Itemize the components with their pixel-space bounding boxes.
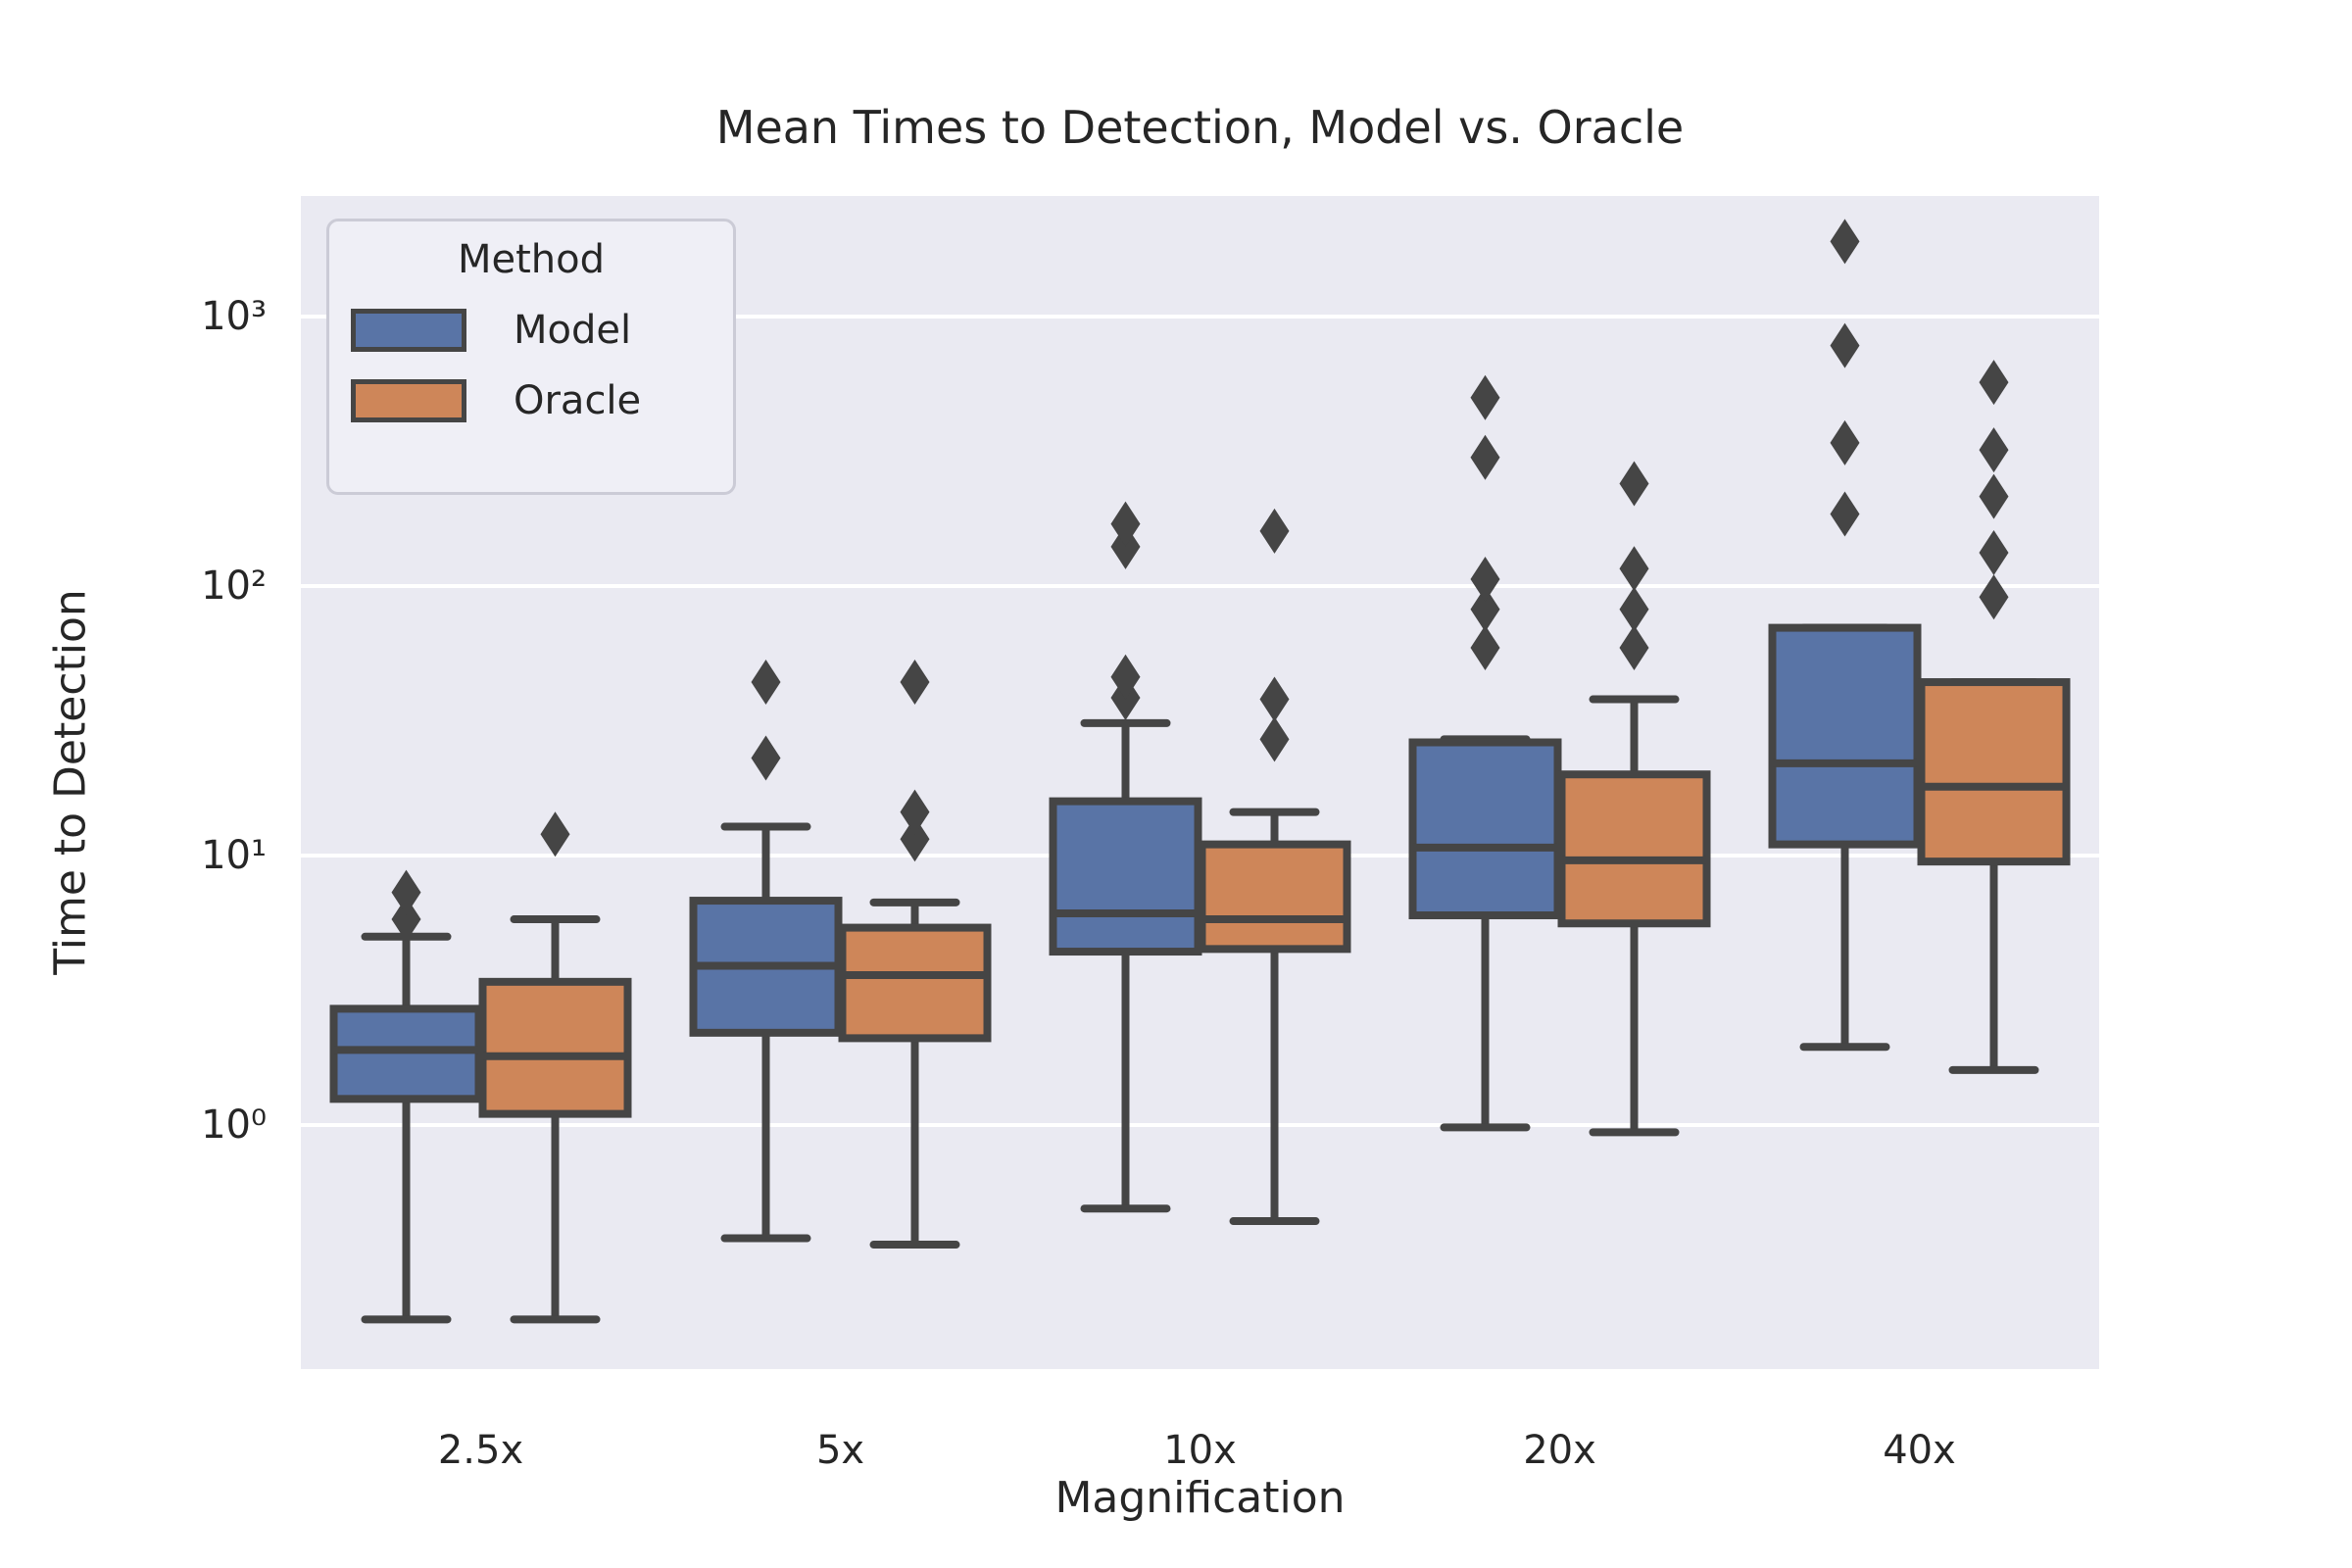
- iqr-box: [329, 1004, 483, 1103]
- legend-title: Method: [457, 237, 606, 282]
- outlier-diamond: [1830, 219, 1860, 265]
- outlier-diamond: [1110, 654, 1141, 700]
- outlier-diamond: [1979, 473, 2009, 519]
- y-tick-10: 10¹: [201, 833, 267, 878]
- x-axis-label: Magnification: [1054, 1473, 1346, 1523]
- y-tick-1000: 10³: [201, 294, 267, 339]
- legend: Method Model Oracle: [326, 219, 736, 495]
- outlier-diamond: [1830, 491, 1860, 537]
- iqr-box: [1049, 797, 1202, 956]
- outlier-diamond: [1830, 322, 1860, 368]
- outlier-diamond: [1979, 529, 2009, 575]
- y-tick-1: 10⁰: [201, 1102, 267, 1148]
- outlier-diamond: [751, 660, 781, 706]
- iqr-box: [1768, 623, 1922, 849]
- outlier-diamond: [1979, 574, 2009, 620]
- outlier-diamond: [1619, 625, 1649, 671]
- x-tick-5x: 5x: [815, 1428, 865, 1473]
- boxplot-oracle-2.5x: [478, 811, 632, 1324]
- boxplot-model-2.5x: [329, 869, 483, 1324]
- boxplot-oracle-5x: [838, 660, 992, 1250]
- outlier-diamond: [900, 789, 930, 835]
- outlier-diamond: [391, 897, 421, 943]
- outlier-diamond: [540, 811, 570, 858]
- chart-title: Mean Times to Detection, Model vs. Oracl…: [715, 101, 1685, 154]
- outlier-diamond: [1619, 586, 1649, 632]
- boxplot-oracle-10x: [1198, 508, 1351, 1226]
- outlier-diamond: [391, 869, 421, 915]
- outlier-diamond: [751, 735, 781, 781]
- x-tick-10x: 10x: [1163, 1428, 1237, 1473]
- boxplot-oracle-20x: [1557, 461, 1711, 1137]
- y-axis-label: Time to Detection: [45, 589, 96, 975]
- outlier-diamond: [1470, 434, 1500, 480]
- outlier-diamond: [1259, 508, 1290, 554]
- y-tick-100: 10²: [201, 564, 267, 609]
- iqr-box: [1198, 840, 1351, 954]
- outlier-diamond: [1470, 625, 1500, 671]
- outlier-diamond: [1619, 461, 1649, 507]
- outlier-diamond: [1979, 427, 2009, 473]
- legend-entry-model: Model: [351, 308, 733, 353]
- outlier-diamond: [1470, 586, 1500, 632]
- outlier-diamond: [1979, 360, 2009, 406]
- legend-entry-oracle: Oracle: [351, 378, 733, 423]
- boxplot-model-10x: [1049, 501, 1202, 1213]
- boxplot-model-5x: [689, 660, 843, 1243]
- iqr-box: [1917, 678, 2071, 866]
- oracle-color-swatch: [351, 379, 466, 422]
- outlier-diamond: [1470, 374, 1500, 420]
- boxplot-oracle-40x: [1917, 360, 2071, 1074]
- outlier-diamond: [1110, 523, 1141, 569]
- iqr-box: [838, 923, 992, 1043]
- outlier-diamond: [900, 660, 930, 706]
- outlier-diamond: [1470, 557, 1500, 603]
- x-tick-40x: 40x: [1883, 1428, 1956, 1473]
- outlier-diamond: [1830, 419, 1860, 466]
- x-tick-20x: 20x: [1523, 1428, 1596, 1473]
- iqr-box: [478, 977, 632, 1118]
- outlier-diamond: [1110, 501, 1141, 547]
- boxplot-model-40x: [1768, 219, 1922, 1052]
- outlier-diamond: [1259, 676, 1290, 722]
- model-color-swatch: [351, 309, 466, 352]
- x-tick-2.5x: 2.5x: [437, 1428, 524, 1473]
- boxplot-canvas: [301, 219, 2099, 1324]
- boxplot-model-20x: [1408, 374, 1562, 1132]
- legend-label-oracle: Oracle: [514, 378, 642, 423]
- legend-label-model: Model: [514, 308, 632, 353]
- iqr-box: [1557, 770, 1711, 928]
- outlier-diamond: [900, 816, 930, 862]
- iqr-box: [1408, 738, 1562, 920]
- outlier-diamond: [1619, 546, 1649, 592]
- outlier-diamond: [1259, 716, 1290, 762]
